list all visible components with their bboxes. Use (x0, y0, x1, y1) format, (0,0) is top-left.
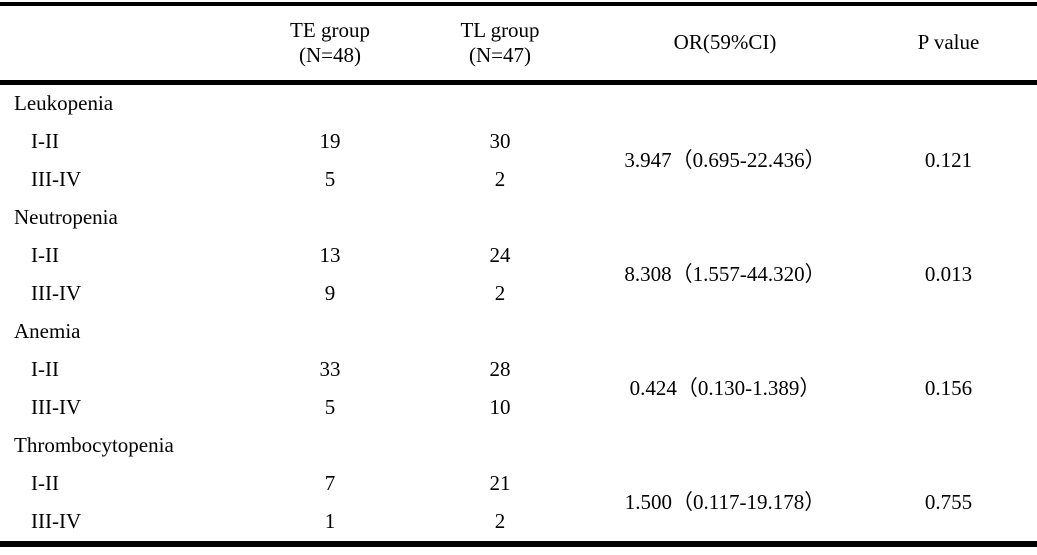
grade-label: III-IV (31, 509, 82, 534)
grade-label: III-IV (31, 281, 82, 306)
tl-count: 24 (489, 243, 511, 268)
p-value: 0.156 (924, 376, 973, 401)
or-ci-value: 1.500（0.117-19.178） (624, 490, 826, 515)
section-row-anemia: Anemia (0, 313, 1037, 351)
tl-count: 30 (489, 129, 511, 154)
table-row: III-IV 5 2 (0, 161, 1037, 199)
section-label: Leukopenia (14, 91, 114, 116)
te-count: 9 (324, 281, 336, 306)
te-count: 33 (319, 357, 341, 382)
section-row-leukopenia: Leukopenia (0, 83, 1037, 124)
table-row: III-IV 9 2 (0, 275, 1037, 313)
grade-label: I-II (31, 357, 59, 382)
p-value: 0.121 (924, 148, 973, 173)
te-count: 19 (319, 129, 341, 154)
or-ci-value: 3.947（0.695-22.436） (624, 148, 826, 173)
grade-label: I-II (31, 129, 59, 154)
table-row: I-II 7 21 1.500（0.117-19.178） 0.755 (0, 465, 1037, 514)
table-row: I-II 19 30 3.947（0.695-22.436） 0.121 (0, 123, 1037, 172)
table-body: Leukopenia I-II 19 30 3.947（0.695-22.436… (0, 83, 1037, 545)
header-row: TE group (N=48) TL group (N=47) OR(59%CI… (0, 4, 1037, 83)
tl-count: 2 (494, 281, 506, 306)
tl-count: 10 (489, 395, 511, 420)
p-value: 0.755 (924, 490, 973, 515)
grade-label: I-II (31, 243, 59, 268)
header-or-ci: OR(59%CI) (673, 30, 777, 55)
header-stub (0, 4, 250, 83)
section-label: Thrombocytopenia (14, 433, 174, 458)
te-count: 1 (324, 509, 336, 534)
section-label: Neutropenia (14, 205, 118, 230)
header-te-group-n: (N=48) (299, 43, 361, 67)
table-row: I-II 13 24 8.308（1.557-44.320） 0.013 (0, 237, 1037, 286)
table-row: I-II 33 28 0.424（0.130-1.389） 0.156 (0, 351, 1037, 400)
grade-label: I-II (31, 471, 59, 496)
p-value: 0.013 (924, 262, 973, 287)
table-row: III-IV 5 10 (0, 389, 1037, 427)
grade-label: III-IV (31, 167, 82, 192)
or-ci-value: 8.308（1.557-44.320） (624, 262, 826, 287)
header-tl-group-name: TL group (460, 17, 540, 42)
header-te-group-name: TE group (290, 17, 370, 42)
header-tl-group: TL group (N=47) (410, 4, 590, 83)
table-header: TE group (N=48) TL group (N=47) OR(59%CI… (0, 4, 1037, 83)
table-row: III-IV 1 2 (0, 503, 1037, 544)
tl-count: 2 (494, 509, 506, 534)
te-count: 5 (324, 395, 336, 420)
section-row-neutropenia: Neutropenia (0, 199, 1037, 237)
tl-count: 28 (489, 357, 511, 382)
tl-count: 21 (489, 471, 511, 496)
header-p-value: P value (917, 30, 980, 55)
te-count: 5 (324, 167, 336, 192)
section-label: Anemia (14, 319, 81, 344)
header-tl-group-n: (N=47) (469, 43, 531, 67)
te-count: 7 (324, 471, 336, 496)
section-row-thrombocytopenia: Thrombocytopenia (0, 427, 1037, 465)
grade-label: III-IV (31, 395, 82, 420)
tl-count: 2 (494, 167, 506, 192)
or-ci-value: 0.424（0.130-1.389） (629, 376, 821, 401)
header-te-group: TE group (N=48) (250, 4, 410, 83)
te-count: 13 (319, 243, 341, 268)
